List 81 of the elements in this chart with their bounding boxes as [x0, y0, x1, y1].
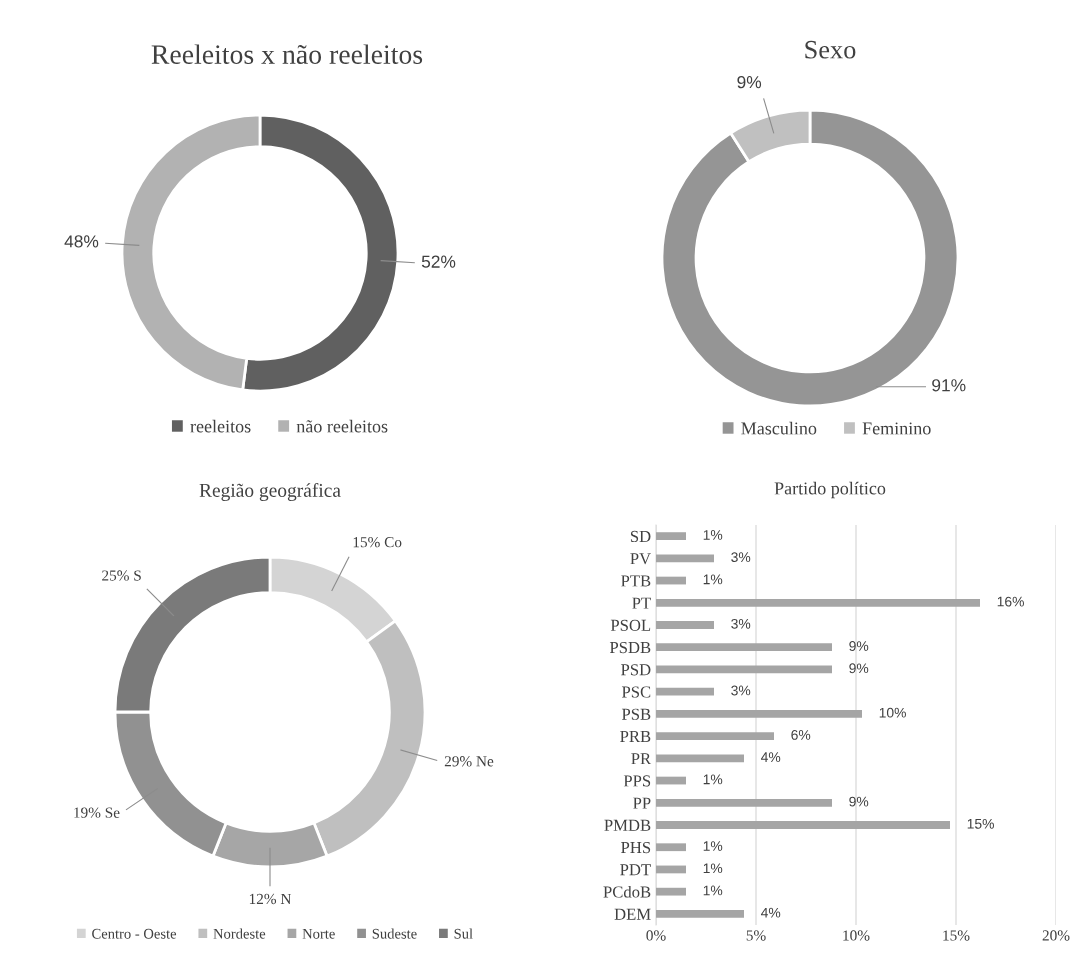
data-label: 1%: [703, 574, 723, 585]
legend-label: Nordeste: [213, 928, 266, 939]
y-tick-label: PDT: [620, 864, 651, 876]
bar: [656, 598, 980, 607]
data-label: 3%: [731, 552, 751, 563]
y-tick-label: PSDB: [609, 641, 651, 654]
chart-title: Sexo: [805, 40, 856, 59]
legend-label: Sul: [454, 928, 473, 939]
y-tick-label: PTB: [621, 575, 651, 587]
bar: [656, 776, 686, 785]
chart-title: Partido político: [774, 481, 886, 499]
data-label: 15% Co: [353, 537, 402, 548]
bar: [656, 665, 832, 674]
data-label: 16%: [997, 596, 1024, 607]
legend-label: Norte: [302, 928, 335, 939]
y-tick-label: PMDB: [604, 819, 651, 831]
y-tick-label: PPS: [623, 775, 651, 787]
data-label: 1%: [703, 774, 723, 785]
bar: [656, 532, 686, 540]
legend-label: Sudeste: [372, 928, 417, 939]
bar: [656, 887, 686, 896]
y-tick-label: SD: [630, 530, 651, 543]
data-label: 9%: [849, 641, 869, 651]
data-label: 52%: [421, 255, 456, 268]
data-label: 12% N: [249, 893, 292, 905]
data-label: 1%: [703, 863, 723, 874]
legend-label: Masculino: [741, 421, 817, 435]
chart-title: Região geográfica: [199, 483, 341, 501]
bar: [656, 798, 832, 807]
bar: [656, 554, 714, 563]
bar: [656, 732, 774, 740]
data-label: 91%: [932, 379, 966, 392]
data-label: 48%: [64, 235, 99, 248]
data-label: 3%: [731, 685, 751, 696]
data-label: 9%: [849, 796, 869, 807]
x-tick-label: 5%: [746, 930, 766, 941]
y-tick-label: PSOL: [610, 619, 651, 631]
data-label: 1%: [703, 885, 723, 896]
bar: [656, 621, 714, 629]
data-label: 4%: [760, 907, 781, 918]
data-label: 1%: [703, 530, 723, 540]
legend-label: Feminino: [862, 422, 931, 435]
x-tick-label: 20%: [1042, 930, 1070, 941]
bar: [656, 710, 862, 718]
data-label: 10%: [879, 707, 906, 718]
y-tick-label: PRB: [620, 730, 651, 742]
legend-label: não reeleitos: [296, 419, 388, 433]
legend-label: Centro - Oeste: [92, 928, 177, 939]
bar: [656, 865, 686, 874]
data-label: 9%: [737, 75, 762, 89]
y-tick-label: PV: [630, 553, 651, 565]
data-label: 29% Ne: [444, 756, 494, 767]
y-tick-label: PSD: [621, 664, 651, 676]
x-tick-label: 15%: [943, 930, 970, 941]
data-label: 4%: [760, 752, 781, 763]
data-label: 19% Se: [74, 807, 120, 818]
data-label: 1%: [703, 841, 723, 851]
data-label: 25% S: [102, 570, 141, 581]
bar: [656, 643, 832, 652]
bar: [656, 910, 744, 918]
bar: [656, 754, 744, 763]
bar: [656, 576, 686, 585]
data-label: 3%: [731, 618, 751, 629]
y-tick-label: PT: [632, 597, 651, 609]
y-tick-label: DEM: [614, 908, 651, 920]
bar: [656, 687, 714, 696]
y-tick-label: PP: [633, 797, 651, 809]
x-tick-label: 10%: [843, 930, 870, 941]
y-tick-label: PSB: [621, 708, 651, 720]
bar: [656, 821, 950, 829]
y-tick-label: PR: [631, 753, 652, 765]
y-tick-label: PSC: [621, 686, 651, 698]
data-label: 15%: [967, 818, 994, 829]
legend-label: reeleitos: [190, 419, 251, 433]
data-label: 9%: [849, 663, 869, 674]
bar: [656, 843, 686, 852]
x-tick-label: 0%: [646, 930, 666, 941]
y-tick-label: PCdoB: [603, 885, 651, 898]
chart-title: Reeleitos x não reeleitos: [151, 44, 423, 64]
data-label: 6%: [791, 730, 811, 740]
y-tick-label: PHS: [621, 841, 651, 854]
